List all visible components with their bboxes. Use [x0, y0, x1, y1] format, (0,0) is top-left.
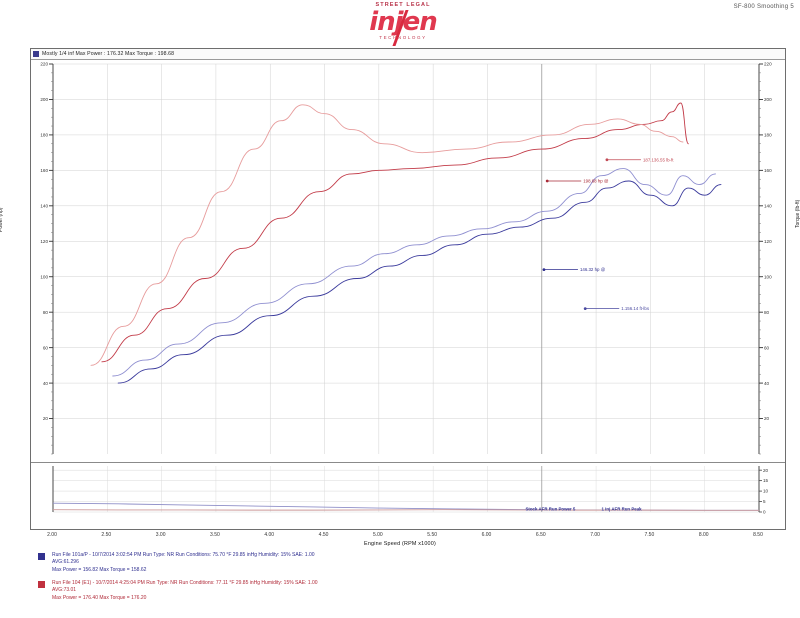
x-tick-label: 6.50: [535, 532, 546, 538]
x-tick-label: 5.00: [372, 532, 383, 538]
svg-text:200: 200: [764, 97, 772, 102]
svg-text:180: 180: [764, 133, 772, 138]
logo-tagline-bottom: TECHNOLOGY: [379, 35, 427, 40]
svg-text:187.136.55 lb-ft: 187.136.55 lb-ft: [643, 157, 674, 162]
run-legend: Run File 101a/P - 10/7/2014 3:02:54 PM R…: [38, 552, 778, 608]
svg-text:40: 40: [43, 381, 49, 386]
legend-line3: Max Power = 156.82 Max Torque = 158.62: [52, 567, 147, 573]
x-tick-label: 3.50: [210, 532, 220, 538]
svg-text:140: 140: [40, 204, 48, 209]
x-tick-label: 8.50: [753, 532, 763, 538]
svg-text:160: 160: [40, 168, 48, 173]
x-axis-tick-row: 2.00 2.50 3.00 3.50 4.00 4.50 5.00 5.50 6.00 6.50…: [30, 532, 786, 542]
legend-color-swatch: [38, 553, 45, 560]
dyno-model-note: SF-800 Smoothing 5: [733, 4, 794, 10]
svg-text:15: 15: [763, 478, 769, 483]
y-axis-title-right: Torque (lb-ft): [795, 199, 800, 228]
x-tick-label: 3.00: [155, 532, 166, 538]
x-tick-label: 2.50: [101, 532, 112, 538]
svg-text:1 Inj AFR Run Peak: 1 Inj AFR Run Peak: [602, 507, 643, 512]
svg-text:20: 20: [764, 416, 770, 421]
svg-text:60: 60: [43, 345, 49, 350]
info-strip-swatch: [33, 51, 39, 57]
svg-text:120: 120: [40, 239, 48, 244]
svg-text:198.68 hp @: 198.68 hp @: [583, 179, 609, 184]
svg-text:1.156.14 ft-lbs: 1.156.14 ft-lbs: [621, 306, 650, 311]
x-tick-label: 4.00: [264, 532, 275, 538]
svg-text:200: 200: [40, 97, 48, 102]
svg-text:0: 0: [763, 510, 766, 515]
header: STREET LEGAL injen TECHNOLOGY SF-800 Smo…: [0, 0, 800, 46]
x-axis-title: Engine Speed (RPM x1000): [364, 541, 436, 547]
x-tick-label: 2.00: [47, 532, 57, 538]
power-torque-plot: 20 40 60 80 100 120 140 160 180 200 220 20 40 60 80 100…: [40, 62, 772, 455]
legend-color-swatch: [38, 581, 45, 588]
x-tick-label: 7.50: [644, 532, 655, 538]
svg-text:160: 160: [764, 168, 772, 173]
svg-text:220: 220: [764, 62, 772, 67]
svg-text:40: 40: [764, 381, 770, 386]
injen-logo: STREET LEGAL injen TECHNOLOGY: [339, 2, 467, 46]
svg-text:120: 120: [764, 239, 772, 244]
x-tick-label: 8.00: [698, 532, 709, 538]
svg-text:180: 180: [40, 133, 48, 138]
legend-entry[interactable]: Run File 104 (E1) - 10/7/2014 4:25:04 PM…: [38, 580, 778, 602]
legend-entry[interactable]: Run File 101a/P - 10/7/2014 3:02:54 PM R…: [38, 552, 778, 574]
x-tick-label: 6.00: [481, 532, 492, 538]
legend-line1: Run File 101a/P - 10/7/2014 3:02:54 PM R…: [52, 552, 315, 558]
svg-text:100: 100: [40, 274, 48, 279]
svg-text:140: 140: [764, 204, 772, 209]
svg-text:20: 20: [763, 468, 769, 473]
svg-text:5: 5: [763, 499, 766, 504]
svg-text:60: 60: [764, 345, 770, 350]
main-plot-area: 20 40 60 80 100 120 140 160 180 200 220 20 40 60 80 100…: [31, 60, 785, 460]
info-strip-text: Mostly 1/4 inf Max Power : 176.32 Max To…: [42, 50, 175, 57]
boost-subpanel: 0 5 10 15 20 Stock AFR Run Power 5 1 Inj AFR R…: [31, 462, 785, 520]
svg-text:220: 220: [40, 62, 48, 67]
svg-text:80: 80: [764, 310, 770, 315]
svg-text:100: 100: [764, 274, 772, 279]
y-axis-title-left: Power (hp): [0, 207, 4, 232]
legend-line2: AVG:73.01: [52, 587, 77, 593]
svg-text:Stock AFR Run Power 5: Stock AFR Run Power 5: [525, 507, 575, 512]
boost-plot: 0 5 10 15 20 Stock AFR Run Power 5 1 Inj AFR R…: [52, 466, 769, 515]
x-tick-label: 4.50: [318, 532, 329, 538]
svg-text:146.32 hp @: 146.32 hp @: [580, 267, 606, 272]
peak-info-strip: Mostly 1/4 inf Max Power : 176.32 Max To…: [31, 49, 785, 60]
legend-line1: Run File 104 (E1) - 10/7/2014 4:25:04 PM…: [52, 580, 318, 586]
svg-text:10: 10: [763, 489, 769, 494]
svg-text:20: 20: [43, 416, 49, 421]
x-tick-label: 5.50: [427, 532, 438, 538]
x-tick-label: 7.00: [590, 532, 600, 538]
chart-frame: Mostly 1/4 inf Max Power : 176.32 Max To…: [30, 48, 786, 530]
logo-tagline-top: STREET LEGAL: [375, 2, 431, 8]
legend-line3: Max Power = 176.40 Max Torque = 176.20: [52, 595, 147, 601]
svg-text:80: 80: [43, 310, 49, 315]
legend-line2: AVG:61.296: [52, 559, 79, 565]
